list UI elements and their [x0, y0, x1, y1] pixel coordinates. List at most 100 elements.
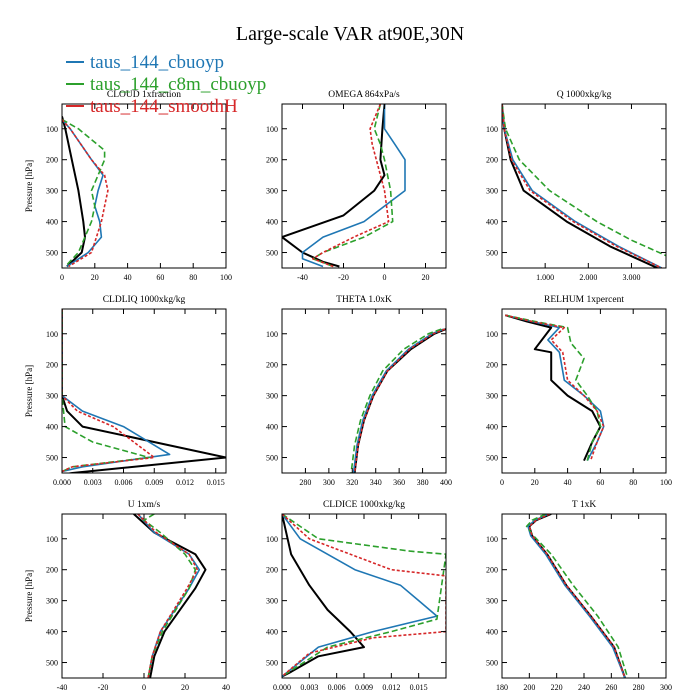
- series-group: [282, 514, 446, 678]
- panel-title: CLOUD 1xfraction: [107, 89, 181, 100]
- y-tick-label: 500: [46, 454, 58, 463]
- series-line-1: [352, 328, 444, 473]
- y-tick-label: 300: [46, 597, 58, 606]
- x-tick-label: 40: [564, 478, 572, 487]
- y-tick-label: 200: [486, 156, 498, 165]
- x-tick-label: 80: [189, 273, 197, 282]
- series-line-2: [502, 104, 666, 257]
- x-tick-label: 0.000: [53, 478, 71, 487]
- x-tick-label: 0.012: [382, 683, 400, 692]
- series-line-3: [528, 514, 626, 678]
- y-tick-label: 200: [486, 361, 498, 370]
- y-tick-label: 100: [46, 535, 58, 544]
- x-tick-label: 1.000: [536, 273, 554, 282]
- y-tick-label: 100: [46, 330, 58, 339]
- x-tick-label: 280: [299, 478, 311, 487]
- panel-6: -40 -20 0 20 40 100 200 300 400 500 U 1xm/s Pressur…: [24, 500, 230, 692]
- y-tick-label: 400: [486, 218, 498, 227]
- panel-title: OMEGA 864xPa/s: [328, 90, 400, 100]
- x-tick-label: 300: [323, 478, 335, 487]
- y-tick-label: 100: [266, 535, 278, 544]
- y-axis-label: Pressure [hPa]: [24, 365, 34, 417]
- x-tick-label: 20: [181, 683, 189, 692]
- series-line-1: [527, 514, 626, 678]
- y-tick-label: 200: [46, 361, 58, 370]
- series-group: [502, 104, 666, 268]
- x-tick-label: 0.006: [115, 478, 133, 487]
- panel-title: U 1xm/s: [128, 500, 161, 510]
- series-line-2: [311, 104, 394, 268]
- x-tick-label: 0.000: [273, 683, 291, 692]
- x-tick-label: 60: [156, 273, 164, 282]
- series-line-2: [350, 328, 442, 473]
- y-axis-label: Pressure [hPa]: [24, 570, 34, 622]
- plot-frame: [501, 308, 667, 474]
- series-line-1: [301, 104, 406, 268]
- y-tick-label: 500: [46, 249, 58, 258]
- x-tick-label: 100: [220, 273, 232, 282]
- x-tick-label: 20: [531, 478, 539, 487]
- y-tick-label: 200: [266, 361, 278, 370]
- x-tick-label: -40: [297, 273, 308, 282]
- plot-frame: [61, 308, 227, 474]
- series-line-1: [502, 104, 663, 268]
- plot-frame: [61, 103, 227, 269]
- series-line-0: [353, 328, 446, 473]
- y-tick-label: 300: [486, 597, 498, 606]
- panel-title: CLDLIQ 1000xkg/kg: [103, 295, 186, 305]
- series-line-3: [62, 118, 109, 268]
- series-group: [62, 116, 109, 268]
- x-tick-label: 0: [60, 273, 64, 282]
- y-tick-label: 500: [486, 659, 498, 668]
- series-line-0: [282, 104, 386, 268]
- legend-label: taus_144_smoothH: [90, 96, 238, 117]
- x-tick-label: 0.006: [328, 683, 346, 692]
- legend-label: taus_144_cbuoyp: [90, 52, 224, 73]
- x-tick-label: 20: [422, 273, 430, 282]
- y-tick-label: 100: [266, 330, 278, 339]
- x-tick-label: 40: [222, 683, 230, 692]
- panel-title: THETA 1.0xK: [336, 295, 392, 305]
- series-line-3: [311, 104, 390, 268]
- x-tick-label: 0.009: [355, 683, 373, 692]
- y-tick-label: 100: [486, 330, 498, 339]
- x-tick-label: 240: [578, 683, 590, 692]
- figure-legend: taus_144_cbuoyptaus_144_c8m_cbuoyptaus_1…: [66, 52, 266, 117]
- series-line-0: [62, 116, 86, 268]
- x-tick-label: 260: [605, 683, 617, 692]
- y-tick-label: 100: [486, 535, 498, 544]
- x-tick-label: 0.015: [207, 478, 225, 487]
- y-axis-label: Pressure [hPa]: [24, 160, 34, 212]
- y-tick-label: 500: [486, 249, 498, 258]
- x-tick-label: 0: [500, 478, 504, 487]
- panel-title: CLDICE 1000xkg/kg: [323, 500, 405, 510]
- panel-4: 280 300 320 340 360 380 400 100 200 300 400 500 THET…: [266, 295, 452, 487]
- x-tick-label: 180: [496, 683, 508, 692]
- panel-title: T 1xK: [572, 500, 597, 510]
- x-tick-label: 0.009: [145, 478, 163, 487]
- x-tick-label: -20: [98, 683, 109, 692]
- x-tick-label: 220: [551, 683, 563, 692]
- plot-frame: [61, 513, 227, 679]
- legend-entry-1: taus_144_c8m_cbuoyp: [66, 74, 266, 95]
- series-line-0: [502, 104, 658, 268]
- series-line-0: [282, 514, 365, 678]
- y-tick-label: 400: [46, 628, 58, 637]
- y-tick-label: 100: [46, 125, 58, 134]
- x-tick-label: 280: [633, 683, 645, 692]
- x-tick-label: 340: [370, 478, 382, 487]
- y-tick-label: 300: [486, 187, 498, 196]
- series-line-0: [528, 514, 626, 678]
- series-line-2: [282, 514, 446, 678]
- series-group: [525, 514, 629, 678]
- x-tick-label: 0.003: [84, 478, 102, 487]
- series-group: [62, 309, 226, 473]
- series-line-3: [137, 514, 199, 678]
- series-line-2: [143, 514, 197, 678]
- series-line-3: [505, 314, 605, 461]
- y-tick-label: 200: [486, 566, 498, 575]
- series-group: [282, 104, 406, 268]
- y-tick-label: 300: [46, 392, 58, 401]
- x-tick-label: -40: [57, 683, 68, 692]
